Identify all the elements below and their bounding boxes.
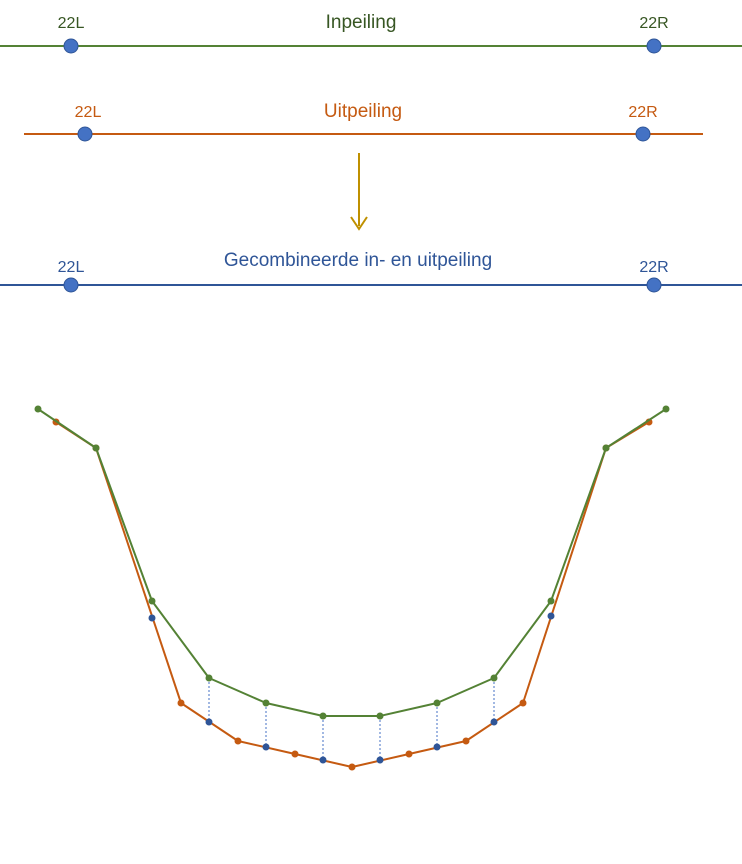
inpeiling-section: Inpeiling 22L 22R <box>0 12 742 54</box>
inpeiling-22l-marker <box>63 38 79 54</box>
combined-points <box>148 612 555 764</box>
uitpeiling-points <box>52 418 653 771</box>
inpeiling-22l-label: 22L <box>58 15 85 32</box>
uitpeiling-section: Uitpeiling 22L 22R <box>24 101 703 142</box>
uitpeiling-22l-label: 22L <box>75 104 102 121</box>
inpeiling-22r-marker <box>646 38 662 54</box>
uitpeiling-22r-marker <box>635 126 651 142</box>
combined-22r-marker <box>646 277 662 293</box>
cross-section-profile <box>34 405 670 771</box>
uitpeiling-title: Uitpeiling <box>324 101 402 122</box>
combined-section: Gecombineerde in- en uitpeiling 22L 22R <box>0 250 742 293</box>
down-arrow-icon <box>350 153 368 231</box>
uitpeiling-22r-label: 22R <box>628 104 657 121</box>
combined-22l-label: 22L <box>58 259 85 276</box>
inpeiling-title: Inpeiling <box>326 12 397 33</box>
inpeiling-22r-label: 22R <box>639 15 668 32</box>
combined-title: Gecombineerde in- en uitpeiling <box>224 250 492 271</box>
inpeiling-points <box>34 405 670 720</box>
uitpeiling-22l-marker <box>77 126 93 142</box>
inpeiling-profile <box>37 408 667 717</box>
projection-lines <box>208 678 495 760</box>
combined-22l-marker <box>63 277 79 293</box>
combined-22r-label: 22R <box>639 259 668 276</box>
